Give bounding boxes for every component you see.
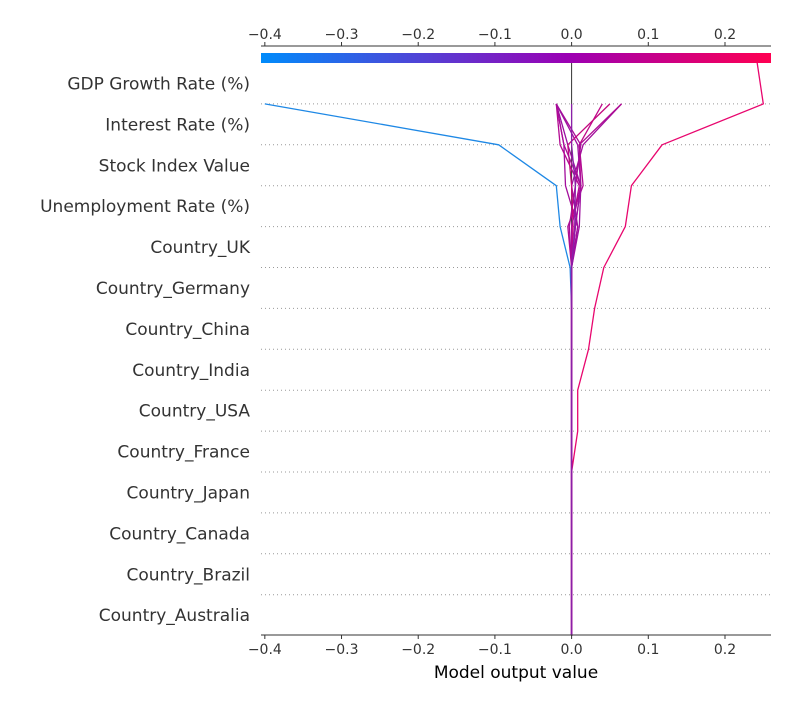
feature-label: Country_USA (139, 402, 251, 422)
x-tick-label: 0.0 (560, 27, 582, 43)
feature-label: Unemployment Rate (%) (40, 197, 250, 217)
decision-path (555, 103, 582, 636)
decision-path (570, 52, 764, 636)
decision-path (555, 103, 582, 636)
feature-label: Country_India (132, 361, 250, 381)
grid-lines (261, 103, 771, 596)
feature-label: Stock Index Value (99, 156, 250, 176)
decision-path (567, 103, 611, 636)
decision-path (570, 103, 622, 636)
feature-label: Country_Canada (109, 524, 250, 544)
feature-label: Country_Australia (99, 606, 250, 626)
colorbar (261, 53, 771, 63)
decision-path (555, 103, 579, 636)
feature-label: Interest Rate (%) (105, 115, 250, 135)
x-tick-label: 0.1 (637, 27, 659, 43)
x-tick-label: −0.1 (478, 642, 512, 658)
x-tick-label: −0.2 (401, 27, 435, 43)
x-tick-label: 0.2 (714, 27, 736, 43)
x-tick-label: −0.2 (401, 642, 435, 658)
decision-path (264, 103, 573, 636)
x-tick-label: 0.1 (637, 642, 659, 658)
decision-paths (264, 52, 764, 636)
top-axis: −0.4 −0.3 −0.2 −0.1 0.0 0.1 0.2 (248, 27, 771, 47)
x-tick-label: −0.4 (248, 27, 282, 43)
feature-label: Country_France (117, 443, 250, 463)
x-tick-label: −0.3 (325, 642, 359, 658)
feature-label: Country_Japan (127, 483, 250, 503)
feature-label: GDP Growth Rate (%) (67, 74, 250, 94)
feature-label: Country_Germany (96, 279, 250, 299)
x-tick-label: −0.3 (325, 27, 359, 43)
x-tick-label: −0.4 (248, 642, 282, 658)
decision-path (555, 103, 582, 636)
x-tick-label: 0.2 (714, 642, 736, 658)
x-tick-label: −0.1 (478, 27, 512, 43)
decision-path (570, 103, 577, 636)
feature-labels: GDP Growth Rate (%) Interest Rate (%) Stoc… (40, 74, 251, 626)
x-tick-label: 0.0 (560, 642, 582, 658)
bottom-axis: −0.4 −0.3 −0.2 −0.1 0.0 0.1 0.2 (248, 634, 771, 658)
x-axis-label: Model output value (434, 663, 598, 683)
feature-label: Country_China (125, 320, 250, 340)
feature-label: Country_Brazil (127, 565, 250, 585)
decision-path (555, 103, 582, 636)
feature-label: Country_UK (150, 238, 250, 258)
